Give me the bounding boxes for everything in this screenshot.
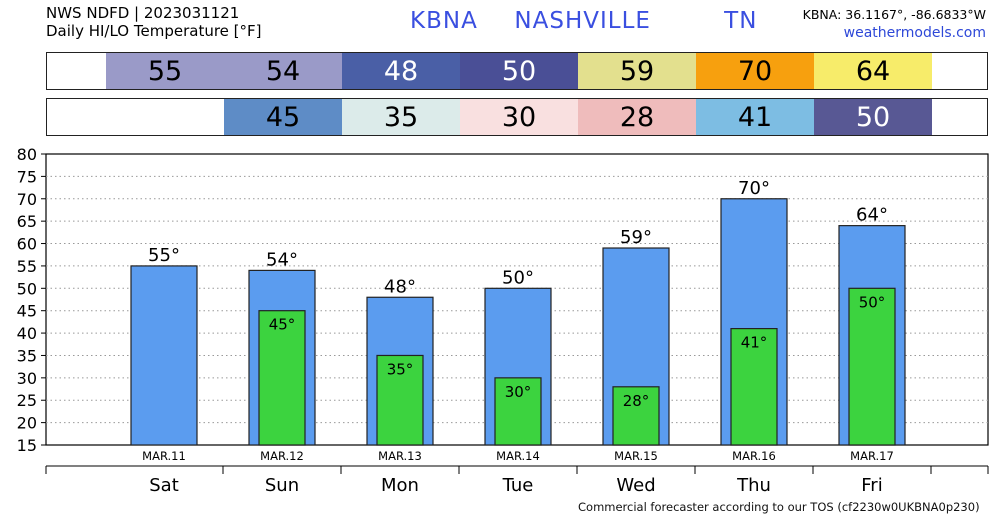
x-day-label: Mon [381, 475, 419, 496]
x-day-label: Sat [149, 475, 179, 496]
high-temp-label: 48° [384, 276, 416, 297]
x-date-label: MAR.17 [850, 449, 894, 463]
high-temp-label: 70° [738, 178, 770, 199]
x-date-label: MAR.11 [142, 449, 186, 463]
x-date-label: MAR.13 [378, 449, 422, 463]
y-tick-label: 35 [17, 346, 37, 365]
x-date-label: MAR.14 [496, 449, 540, 463]
high-temp-cell-6: 64 [814, 53, 932, 89]
y-tick-label: 15 [17, 436, 37, 455]
y-tick-label: 45 [17, 302, 37, 321]
y-tick-label: 60 [17, 235, 37, 254]
high-temp-cell-1: 54 [224, 53, 342, 89]
low-temp-bar [612, 386, 660, 446]
low-temp-strip: 45 35 30 28 41 50 [46, 98, 988, 136]
low-temp-label: 35° [387, 360, 414, 378]
low-temp-cell-2: 30 [460, 99, 578, 135]
low-temp-label: 50° [859, 293, 886, 311]
y-tick-label: 80 [17, 145, 37, 164]
y-tick-label: 75 [17, 167, 37, 186]
high-temp-strip: 55 54 48 50 59 70 64 [46, 52, 988, 90]
low-temp-bar [376, 354, 424, 446]
low-temp-bar [730, 328, 778, 446]
site-link[interactable]: weathermodels.com [843, 25, 986, 41]
low-temp-bar [258, 310, 306, 446]
x-date-label: MAR.15 [614, 449, 658, 463]
low-temp-cell-0: 45 [224, 99, 342, 135]
high-temp-cell-5: 70 [696, 53, 814, 89]
high-temp-cell-2: 48 [342, 53, 460, 89]
high-temp-cell-3: 50 [460, 53, 578, 89]
high-temp-label: 64° [856, 205, 888, 226]
y-tick-label: 25 [17, 391, 37, 410]
header-info: NWS NDFD | 2023031121 Daily HI/LO Temper… [46, 4, 262, 40]
x-day-label: Sun [265, 475, 299, 496]
low-temp-cell-4: 41 [696, 99, 814, 135]
temperature-chart: 15 20 25 30 35 40 45 50 55 60 65 70 75 80 55° MAR.11 Sat… [17, 145, 989, 496]
high-temp-cell-4: 59 [578, 53, 696, 89]
low-temp-cell-3: 28 [578, 99, 696, 135]
low-temp-cell-5: 50 [814, 99, 932, 135]
high-temp-label: 50° [502, 267, 534, 288]
model-run-label: NWS NDFD | 2023031121 [46, 4, 240, 22]
high-temp-label: 59° [620, 227, 652, 248]
y-tick-label: 55 [17, 257, 37, 276]
high-temp-label: 54° [266, 249, 298, 270]
x-day-label: Fri [861, 475, 882, 496]
low-temp-label: 28° [623, 392, 650, 410]
y-tick-label: 65 [17, 212, 37, 231]
x-day-label: Thu [736, 475, 771, 496]
footer-note: Commercial forecaster according to our T… [578, 500, 980, 514]
chart-title: Daily HI/LO Temperature [°F] [46, 22, 262, 40]
low-temp-label: 30° [505, 383, 532, 401]
low-temp-label: 41° [741, 334, 768, 352]
header-meta: KBNA: 36.1167°, -86.6833°W weathermodels… [803, 6, 986, 42]
high-temp-bar [130, 265, 198, 446]
y-tick-label: 30 [17, 369, 37, 388]
x-day-label: Wed [616, 475, 655, 496]
y-tick-label: 40 [17, 324, 37, 343]
station-title: KBNA NASHVILLE TN [410, 8, 758, 34]
y-tick-label: 50 [17, 279, 37, 298]
x-day-label: Tue [502, 475, 534, 496]
high-temp-cell-0: 55 [106, 53, 224, 89]
y-tick-label: 70 [17, 190, 37, 209]
high-temp-label: 55° [148, 245, 180, 266]
low-temp-bar [848, 287, 896, 446]
y-tick-label: 20 [17, 414, 37, 433]
station-coords: KBNA: 36.1167°, -86.6833°W [802, 7, 986, 22]
low-temp-label: 45° [269, 316, 296, 334]
low-temp-bar [494, 377, 542, 446]
x-date-label: MAR.16 [732, 449, 776, 463]
low-temp-cell-1: 35 [342, 99, 460, 135]
x-date-label: MAR.12 [260, 449, 304, 463]
